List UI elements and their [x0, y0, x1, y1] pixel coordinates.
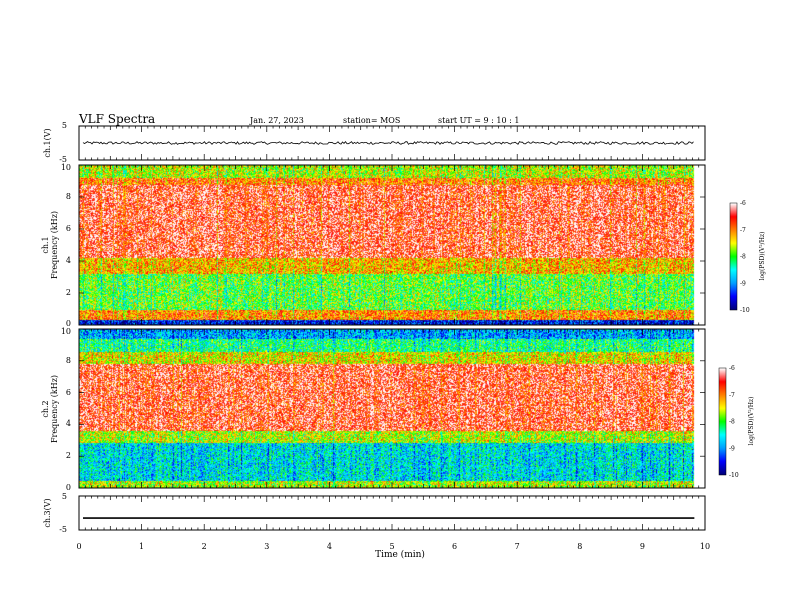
ch2-ytick-10: 10	[61, 327, 71, 336]
ch2-colorbar: -6 -7 -8 -9 -10 log(PSD)(V²/Hz)	[718, 365, 755, 479]
x-tick-label-2: 2	[202, 542, 207, 551]
ch3-ytick-top: 5	[62, 492, 67, 501]
ch1-colorbar-frame	[729, 202, 738, 311]
x-tick-label-1: 1	[139, 542, 144, 551]
x-tick-label-6: 6	[452, 542, 457, 551]
ch1-ylabel-channel: ch.1	[41, 236, 50, 253]
ch1-waveform-xticks	[78, 126, 706, 160]
ch3-waveform-ylabel: ch.3(V)	[43, 498, 52, 527]
colorbar-tick-label: -6	[740, 200, 746, 207]
time-axis-tick-labels: 0 1 2 3 4 5 6 7 8 9 10	[76, 542, 710, 551]
ch1-ytick-0: 0	[66, 319, 71, 328]
ch1-ytick-bottom: -5	[59, 155, 67, 164]
ch1-waveform-frame	[78, 125, 706, 161]
colorbar-tick-label: -8	[729, 419, 735, 426]
date-label: Jan. 27, 2023	[249, 116, 304, 125]
ch1-ytick-6: 6	[66, 224, 71, 233]
ch2-ytick-2: 2	[66, 451, 71, 460]
figure-title: VLF Spectra	[78, 112, 155, 126]
ch1-ytick-4: 4	[66, 256, 71, 265]
x-tick-label-5: 5	[389, 542, 394, 551]
ch3-ytick-bottom: -5	[59, 525, 67, 534]
x-tick-label-3: 3	[264, 542, 269, 551]
colorbar-tick-label: -9	[740, 280, 746, 287]
ch1-ytick-8: 8	[66, 192, 71, 201]
colorbar-tick-label: -7	[729, 392, 735, 399]
colorbar-tick-label: -10	[729, 472, 739, 479]
x-tick-label-8: 8	[577, 542, 582, 551]
ch2-ylabel-frequency: Frequency (kHz)	[50, 375, 59, 443]
ch2-ytick-0: 0	[66, 483, 71, 492]
x-tick-label-0: 0	[76, 542, 81, 551]
ch1-ytick-top: 5	[62, 121, 67, 130]
ch1-spectrogram-image	[79, 165, 705, 325]
time-axis-label: Time (min)	[375, 549, 425, 560]
ch1-waveform-line	[82, 141, 694, 145]
ch1-colorbar: -6 -7 -8 -9 -10 log(PSD)(V²/Hz)	[729, 200, 766, 314]
x-tick-label-9: 9	[640, 542, 645, 551]
colorbar-tick-label: -7	[740, 227, 746, 234]
ch3-waveform-xticks	[78, 496, 706, 530]
ch2-spectrogram-ticks	[78, 328, 706, 489]
ch2-colorbar-gradient	[719, 368, 726, 475]
x-tick-label-7: 7	[515, 542, 520, 551]
ch2-spectrogram-frame	[78, 328, 706, 489]
ch2-ylabel-group: ch.2 Frequency (kHz)	[41, 375, 59, 443]
ch2-colorbar-ticks: -6 -7 -8 -9 -10	[729, 365, 739, 479]
ch1-spectrogram-frame	[78, 164, 706, 326]
start-time-label: start UT = 9 : 10 : 1	[438, 116, 519, 125]
station-label: station= MOS	[343, 116, 400, 125]
ch2-ytick-8: 8	[66, 356, 71, 365]
ch2-colorbar-frame	[718, 367, 727, 476]
ch1-spectrogram-panel: 0 2 4 6 8 10 ch.1 Frequency (kHz)	[41, 163, 706, 328]
x-tick-label-10: 10	[700, 542, 710, 551]
ch3-waveform-panel: 5 -5 ch.3(V)	[43, 492, 706, 534]
ch1-colorbar-label: log(PSD)(V²/Hz)	[759, 232, 766, 281]
ch2-ylabel-channel: ch.2	[41, 400, 50, 417]
ch1-waveform-ylabel: ch.1(V)	[43, 128, 52, 157]
ch1-colorbar-ticks: -6 -7 -8 -9 -10	[740, 200, 750, 314]
ch1-ytick-2: 2	[66, 288, 71, 297]
x-tick-label-4: 4	[327, 542, 332, 551]
colorbar-tick-label: -9	[729, 445, 735, 452]
ch3-waveform-frame	[78, 495, 706, 531]
colorbar-tick-label: -10	[740, 307, 750, 314]
ch1-waveform-panel: 5 -5 ch.1(V)	[43, 121, 706, 164]
colorbar-tick-label: -8	[740, 254, 746, 261]
ch1-ylabel-group: ch.1 Frequency (kHz)	[41, 211, 59, 279]
ch2-spectrogram-panel: 0 2 4 6 8 10 ch.2 Frequency (kHz)	[41, 327, 706, 492]
ch1-ylabel-frequency: Frequency (kHz)	[50, 211, 59, 279]
colorbar-tick-label: -6	[729, 365, 735, 372]
ch2-colorbar-label: log(PSD)(V²/Hz)	[748, 397, 755, 446]
ch1-ytick-10: 10	[61, 163, 71, 172]
ch2-spectrogram-image	[79, 329, 705, 488]
ch2-ytick-6: 6	[66, 388, 71, 397]
ch2-ytick-4: 4	[66, 419, 71, 428]
ch1-colorbar-gradient	[730, 203, 737, 310]
